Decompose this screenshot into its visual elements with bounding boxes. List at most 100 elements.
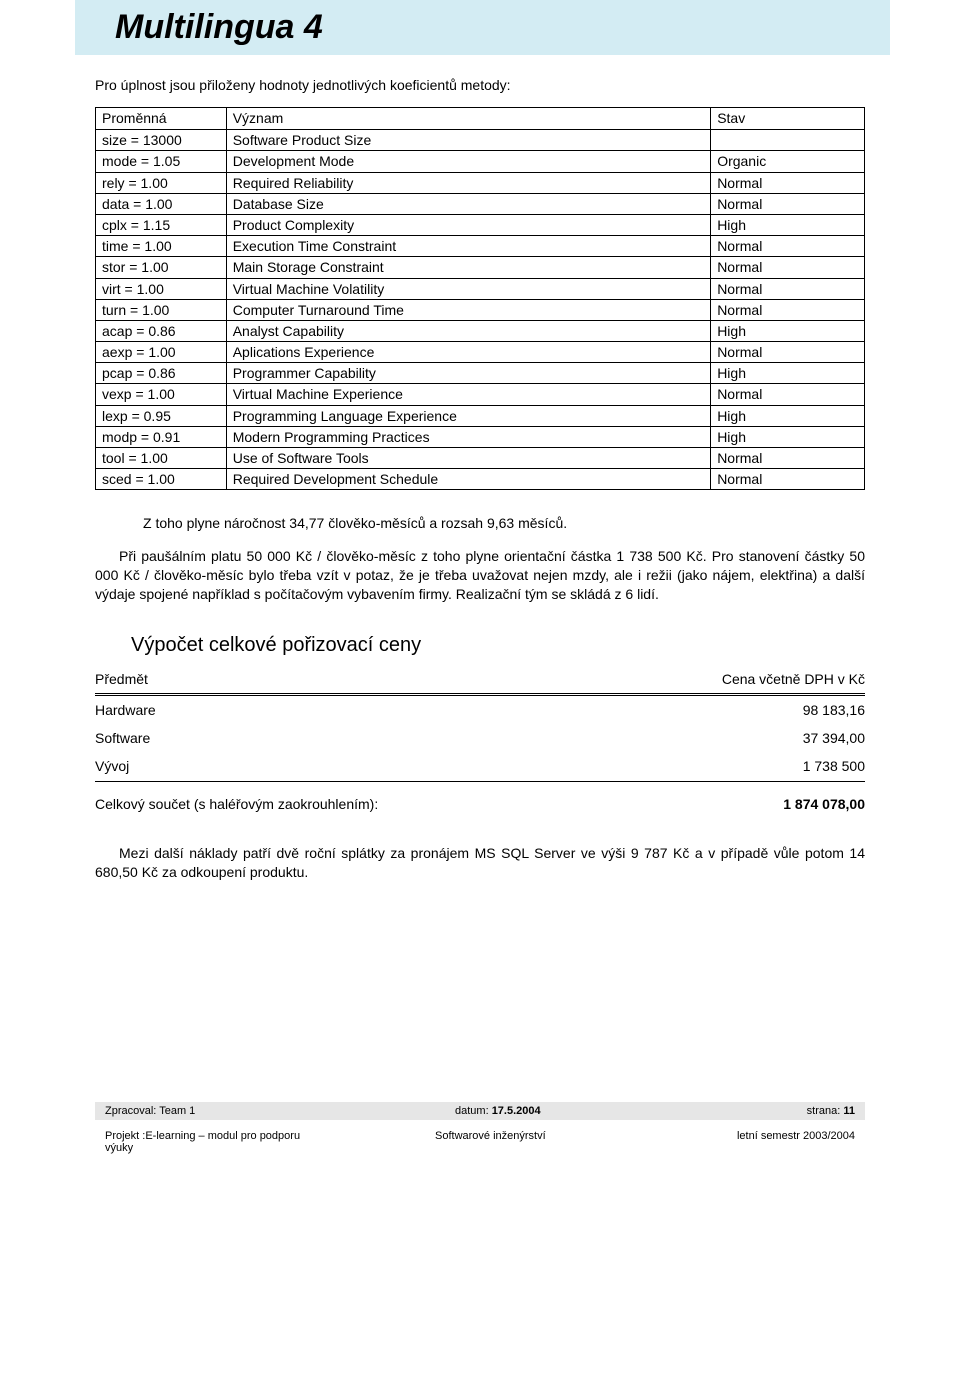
price-row: Vývoj 1 738 500 (95, 752, 865, 780)
cell-variable: time = 1.00 (96, 236, 227, 257)
intro-text: Pro úplnost jsou přiloženy hodnoty jedno… (95, 77, 865, 93)
price-item-value: 37 394,00 (803, 730, 865, 746)
page-footer: Zpracoval: Team 1 datum: 17.5.2004 stran… (0, 1102, 960, 1154)
cell-meaning: Analyst Capability (226, 320, 710, 341)
price-item-value: 98 183,16 (803, 702, 865, 718)
price-total-row: Celkový součet (s haléřovým zaokrouhlení… (95, 786, 865, 818)
paragraph-effort: Z toho plyne náročnost 34,77 člověko-měs… (95, 514, 865, 533)
table-row: aexp = 1.00Aplications ExperienceNormal (96, 342, 865, 363)
table-row: mode = 1.05Development ModeOrganic (96, 151, 865, 172)
price-item-label: Hardware (95, 702, 156, 718)
cell-status: Organic (711, 151, 865, 172)
paragraph-cost: Při paušálním platu 50 000 Kč / člověko-… (95, 547, 865, 604)
cell-status: High (711, 214, 865, 235)
table-row: turn = 1.00Computer Turnaround TimeNorma… (96, 299, 865, 320)
table-row: rely = 1.00Required ReliabilityNormal (96, 172, 865, 193)
cell-variable: data = 1.00 (96, 193, 227, 214)
table-row: stor = 1.00Main Storage ConstraintNormal (96, 257, 865, 278)
cell-meaning: Use of Software Tools (226, 448, 710, 469)
col-header-status: Stav (711, 108, 865, 130)
cell-meaning: Programmer Capability (226, 363, 710, 384)
cell-meaning: Database Size (226, 193, 710, 214)
col-header-meaning: Význam (226, 108, 710, 130)
footer-page-label: strana: (807, 1105, 844, 1117)
table-row: time = 1.00Execution Time ConstraintNorm… (96, 236, 865, 257)
cell-variable: mode = 1.05 (96, 151, 227, 172)
cell-variable: virt = 1.00 (96, 278, 227, 299)
cell-status: Normal (711, 278, 865, 299)
header-band: Multilingua 4 (75, 0, 890, 55)
page-title: Multilingua 4 (115, 8, 890, 47)
cell-variable: pcap = 0.86 (96, 363, 227, 384)
table-row: modp = 0.91Modern Programming PracticesH… (96, 426, 865, 447)
footer-page-value: 11 (843, 1105, 855, 1117)
price-col-left: Předmět (95, 671, 148, 687)
cell-status: Normal (711, 469, 865, 490)
cell-meaning: Required Reliability (226, 172, 710, 193)
cell-variable: acap = 0.86 (96, 320, 227, 341)
cell-meaning: Execution Time Constraint (226, 236, 710, 257)
cell-status: Normal (711, 342, 865, 363)
footer-author: Zpracoval: Team 1 (105, 1105, 305, 1117)
table-row: vexp = 1.00Virtual Machine ExperienceNor… (96, 384, 865, 405)
cell-status: Normal (711, 448, 865, 469)
price-row: Software 37 394,00 (95, 724, 865, 752)
cell-variable: aexp = 1.00 (96, 342, 227, 363)
price-row: Hardware 98 183,16 (95, 696, 865, 724)
paragraph-additional-costs: Mezi další náklady patří dvě roční splát… (95, 844, 865, 882)
cell-meaning: Aplications Experience (226, 342, 710, 363)
col-header-variable: Proměnná (96, 108, 227, 130)
cell-status: Normal (711, 193, 865, 214)
coefficients-table: Proměnná Význam Stav size = 13000Softwar… (95, 107, 865, 490)
footer-subject: Softwarové inženýrství (315, 1130, 645, 1154)
cell-status (711, 130, 865, 151)
cell-meaning: Main Storage Constraint (226, 257, 710, 278)
cell-meaning: Virtual Machine Volatility (226, 278, 710, 299)
cell-status: Normal (711, 236, 865, 257)
cell-variable: rely = 1.00 (96, 172, 227, 193)
footer-date-value: 17.5.2004 (492, 1105, 541, 1117)
price-item-label: Software (95, 730, 150, 746)
price-header-row: Předmět Cena včetně DPH v Kč (95, 667, 865, 694)
cell-status: High (711, 405, 865, 426)
cell-variable: vexp = 1.00 (96, 384, 227, 405)
table-row: lexp = 0.95Programming Language Experien… (96, 405, 865, 426)
table-row: size = 13000Software Product Size (96, 130, 865, 151)
page-content: Pro úplnost jsou přiloženy hodnoty jedno… (0, 55, 960, 882)
cell-meaning: Virtual Machine Experience (226, 384, 710, 405)
table-row: virt = 1.00Virtual Machine VolatilityNor… (96, 278, 865, 299)
table-header-row: Proměnná Význam Stav (96, 108, 865, 130)
cell-meaning: Computer Turnaround Time (226, 299, 710, 320)
footer-page: strana: 11 (655, 1105, 855, 1117)
cell-status: High (711, 320, 865, 341)
table-row: data = 1.00Database SizeNormal (96, 193, 865, 214)
price-section-title: Výpočet celkové pořizovací ceny (131, 634, 865, 657)
cell-meaning: Programming Language Experience (226, 405, 710, 426)
cell-status: Normal (711, 384, 865, 405)
cell-status: Normal (711, 299, 865, 320)
cell-variable: stor = 1.00 (96, 257, 227, 278)
cell-meaning: Required Development Schedule (226, 469, 710, 490)
price-total-label: Celkový součet (s haléřovým zaokrouhlení… (95, 796, 378, 812)
cell-variable: sced = 1.00 (96, 469, 227, 490)
cell-meaning: Development Mode (226, 151, 710, 172)
table-row: acap = 0.86Analyst CapabilityHigh (96, 320, 865, 341)
cell-variable: tool = 1.00 (96, 448, 227, 469)
cell-status: High (711, 363, 865, 384)
table-row: cplx = 1.15Product ComplexityHigh (96, 214, 865, 235)
cell-variable: cplx = 1.15 (96, 214, 227, 235)
footer-semester: letní semestr 2003/2004 (645, 1130, 855, 1154)
price-item-value: 1 738 500 (803, 758, 865, 774)
table-row: tool = 1.00Use of Software ToolsNormal (96, 448, 865, 469)
footer-bottom-line: Projekt :E-learning – modul pro podporu … (95, 1120, 865, 1154)
cell-variable: lexp = 0.95 (96, 405, 227, 426)
cell-meaning: Software Product Size (226, 130, 710, 151)
footer-date: datum: 17.5.2004 (305, 1105, 655, 1117)
table-row: pcap = 0.86Programmer CapabilityHigh (96, 363, 865, 384)
footer-date-label: datum: (455, 1105, 492, 1117)
price-total-value: 1 874 078,00 (783, 796, 865, 812)
cell-variable: turn = 1.00 (96, 299, 227, 320)
cell-meaning: Product Complexity (226, 214, 710, 235)
price-item-label: Vývoj (95, 758, 129, 774)
cell-variable: size = 13000 (96, 130, 227, 151)
